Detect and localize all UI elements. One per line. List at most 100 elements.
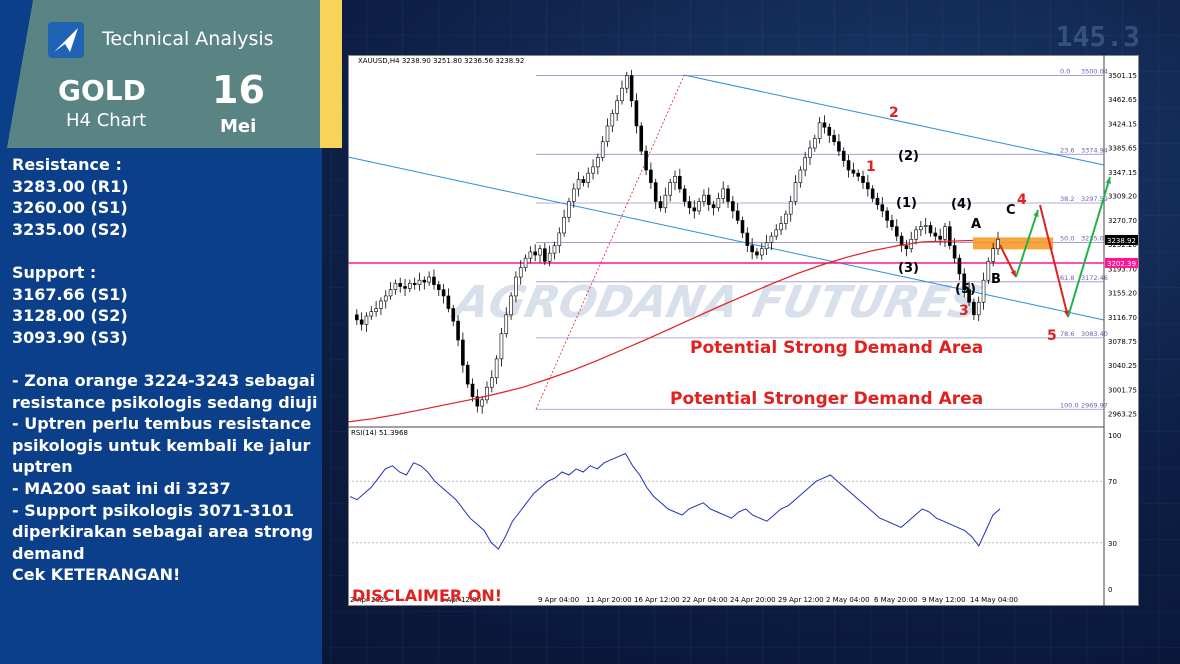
candle-body [861, 176, 865, 183]
candle-body [514, 276, 518, 297]
candle-body [543, 248, 547, 262]
y-tick-label: 3078.75 [1108, 338, 1137, 346]
fib-value: 3235.01 [1081, 234, 1108, 242]
candle-body [846, 160, 851, 171]
candle-body [793, 182, 798, 202]
candle-body [547, 252, 552, 262]
candle-body [591, 166, 595, 174]
channel-lower-line [348, 156, 1105, 321]
watermark-text: AGRODANA FUTURES [447, 277, 986, 327]
candle-body [427, 276, 431, 283]
resistance-zone [973, 237, 1053, 250]
candle-body [379, 300, 383, 309]
candle-body [581, 179, 586, 183]
candle-body [504, 314, 509, 335]
candle-body [890, 220, 894, 227]
note-line: - MA200 saat ini di 3237 [12, 478, 231, 498]
candle-body [624, 75, 629, 89]
candle-body [576, 179, 581, 190]
y-tick-label: 3501.15 [1108, 72, 1137, 80]
candle-body [668, 182, 672, 196]
note-line: 3283.00 (R1) [12, 176, 129, 196]
timeframe-label: H4 Chart [66, 110, 147, 131]
date-day: 16 [212, 68, 265, 112]
candle-body [822, 122, 827, 128]
candle-body [899, 235, 904, 246]
candle-body [620, 87, 624, 102]
candle-body [996, 238, 1000, 250]
candle-body [711, 204, 716, 209]
candle-body [451, 308, 456, 322]
fib-value: 2969.97 [1081, 401, 1108, 409]
fib-label: 78.6 [1060, 330, 1074, 338]
key-level-tag [1105, 257, 1138, 268]
current-price-value: 3238.92 [1107, 237, 1136, 245]
candle-body [832, 135, 836, 142]
candle-body [552, 245, 557, 254]
wave-number: 3 [959, 303, 969, 319]
y-tick-label: 3232.20 [1108, 241, 1137, 249]
candle-body [528, 251, 533, 259]
note-line: Cek KETERANGAN! [12, 565, 181, 585]
candle-body [817, 122, 822, 139]
wave-label: A [971, 217, 981, 232]
candle-body [928, 225, 933, 234]
x-tick-label: 9 May 12:00 [922, 596, 966, 604]
candle-body [962, 273, 967, 290]
candle-body [490, 377, 494, 388]
candle-body [991, 248, 995, 262]
ma200-line [348, 239, 974, 423]
candle-body [465, 364, 470, 385]
candle-body [870, 188, 875, 199]
arrow-down-b-head [1010, 270, 1016, 277]
candle-body [957, 257, 962, 275]
candle-body [740, 220, 745, 234]
candle-body [461, 339, 465, 366]
candle-body [764, 242, 769, 250]
fib-label: 50.0 [1060, 234, 1074, 242]
candle-body [383, 295, 388, 302]
y-tick-label: 3462.65 [1108, 96, 1137, 104]
rsi-tick-label: 30 [1108, 540, 1117, 548]
candle-body [533, 251, 537, 256]
arrow-up-c-head [1033, 210, 1039, 217]
x-tick-label: 22 Apr 04:00 [682, 596, 728, 604]
candle-body [639, 125, 644, 152]
x-tick-label: 16 Apr 12:00 [634, 596, 680, 604]
candle-body [885, 210, 889, 221]
candle-body [678, 176, 682, 190]
candle-body [432, 276, 436, 285]
x-tick-label: 6 May 20:00 [874, 596, 918, 604]
demand-label-strong: Potential Strong Demand Area [690, 338, 983, 358]
candle-body [663, 194, 668, 209]
candle-body [436, 284, 441, 290]
candle-body [798, 169, 803, 183]
candle-body [755, 251, 759, 256]
symbol-label: XAUUSD,H4 3238.90 3251.80 3236.56 3238.9… [358, 57, 524, 65]
note-line [12, 348, 318, 370]
note-line: - Uptren perlu tembus resistance psikolo… [12, 414, 317, 477]
candle-body [403, 286, 407, 289]
candle-body [731, 201, 735, 212]
candle-body [697, 201, 701, 212]
arrow-up-c [1015, 209, 1039, 278]
candle-body [875, 198, 880, 205]
candle-body [769, 235, 774, 243]
candle-body [374, 308, 378, 312]
fib-value: 3374.94 [1081, 146, 1108, 154]
candle-body [653, 182, 658, 202]
candle-body [682, 188, 687, 202]
candle-body [803, 157, 807, 171]
candle-body [986, 261, 991, 281]
candle-body [600, 141, 605, 158]
x-tick-label: 3 Apr 12:00 [440, 596, 481, 604]
fib-value: 3172.46 [1081, 274, 1108, 282]
note-line: 3093.90 (S3) [12, 327, 128, 347]
wave-number: 4 [1017, 192, 1027, 208]
candle-body [837, 141, 841, 152]
info-panel: Technical Analysis GOLD H4 Chart 16 Mei … [0, 0, 322, 664]
disclaimer-text: DISCLAIMER ON! [352, 586, 503, 605]
fib-value: 3083.40 [1081, 330, 1108, 338]
candle-body [538, 248, 542, 256]
candle-body [412, 283, 417, 285]
